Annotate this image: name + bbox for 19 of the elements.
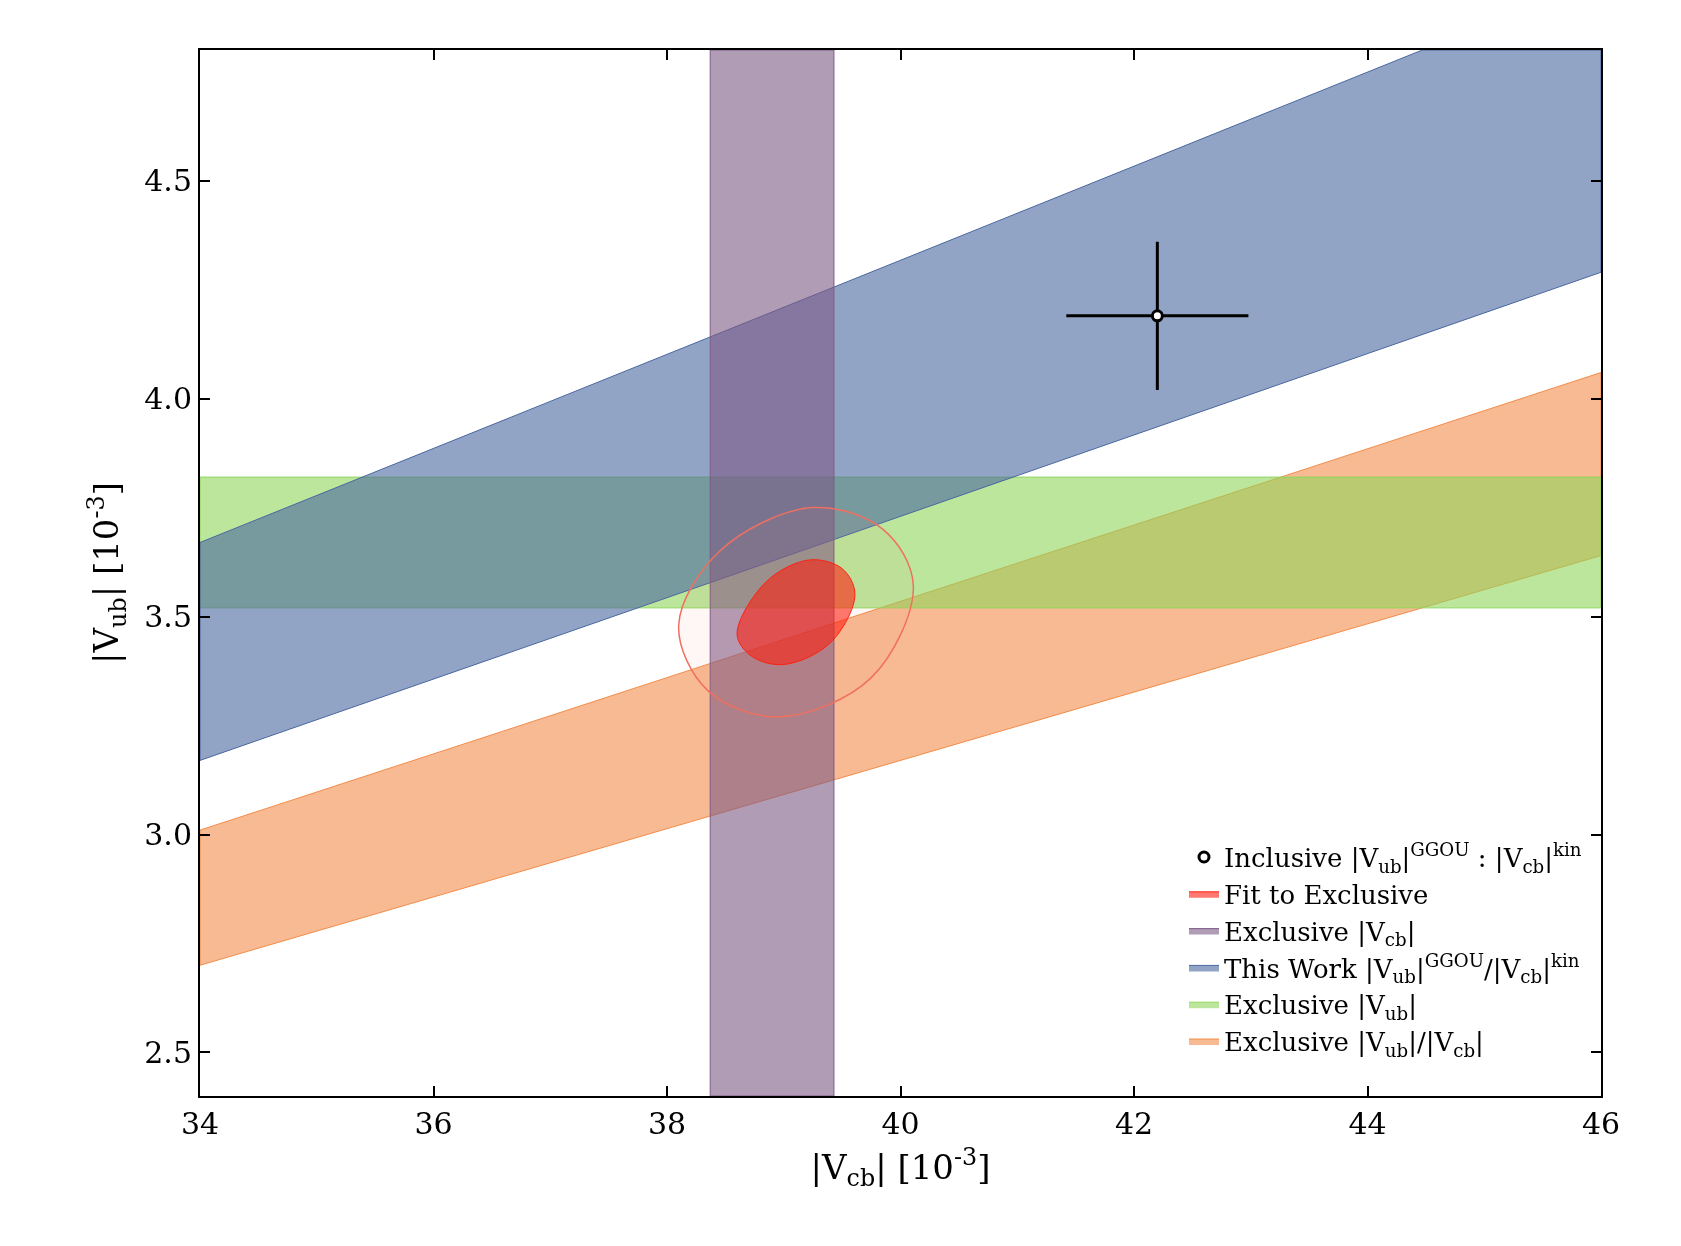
x-tick-label: 40 — [881, 1106, 920, 1141]
y-tick-label: 3.5 — [144, 599, 192, 635]
x-tick-label: 34 — [180, 1106, 220, 1141]
legend-label: Exclusive |V$_{ub}$| — [1223, 990, 1417, 1024]
y-tick-label: 3.0 — [144, 817, 192, 852]
legend-label: Exclusive |V$_{cb}$| — [1223, 916, 1416, 951]
y-tick-label: 4.5 — [144, 163, 192, 199]
y-tick-label: 4.0 — [144, 381, 192, 417]
x-axis-title: |V$_{cb}$| [10$^{-3}$] — [810, 1142, 991, 1192]
x-tick-label: 42 — [1114, 1106, 1154, 1141]
legend-label: Inclusive |V$_{ub}$|$^{GGOU}$ : |V$_{cb}$|$^{kin}$ — [1223, 839, 1582, 877]
legend-label: Fit to Exclusive — [1223, 879, 1429, 910]
legend-label: This Work |V$_{ub}$|$^{GGOU}$/|V$_{cb}$|$^{kin}$ — [1223, 949, 1580, 988]
x-tick-label: 36 — [414, 1106, 453, 1141]
x-tick-label: 44 — [1348, 1106, 1387, 1141]
x-tick-label: 38 — [647, 1106, 687, 1141]
legend-label: Exclusive |V$_{ub}$|/|V$_{cb}$| — [1223, 1027, 1484, 1061]
y-tick-label: 2.5 — [144, 1034, 192, 1070]
x-tick-label: 46 — [1581, 1106, 1621, 1141]
